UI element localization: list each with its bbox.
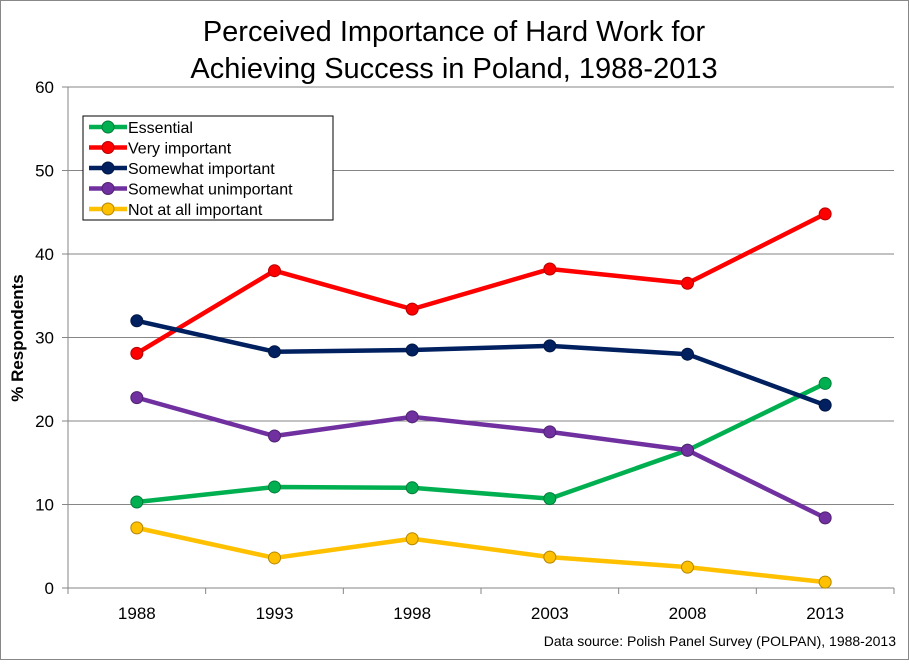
data-point <box>543 339 557 353</box>
data-point <box>268 480 281 494</box>
data-point <box>818 511 832 525</box>
data-point <box>818 575 832 589</box>
data-point <box>405 410 419 424</box>
y-tick-label: 40 <box>35 245 54 264</box>
data-point <box>543 262 557 276</box>
data-point <box>130 391 144 405</box>
chart-title-line1: Perceived Importance of Hard Work for <box>203 16 706 48</box>
data-point <box>130 346 144 360</box>
series-somewhat-important <box>130 314 832 412</box>
x-tick-label: 2013 <box>806 604 844 623</box>
data-point <box>818 376 832 390</box>
data-point <box>130 314 144 328</box>
series-line <box>136 395 827 520</box>
y-tick-label: 0 <box>45 579 54 598</box>
y-tick-label: 10 <box>35 496 54 515</box>
y-tick-label: 50 <box>35 162 54 181</box>
data-point <box>268 551 281 565</box>
data-point <box>818 207 832 221</box>
data-point <box>543 425 557 439</box>
series-not-at-all-important <box>130 521 832 589</box>
data-point <box>268 345 281 359</box>
data-point <box>405 302 419 316</box>
legend-marker <box>101 120 115 134</box>
x-tick-label: 1993 <box>256 604 294 623</box>
data-point <box>405 343 419 357</box>
data-point <box>681 560 694 574</box>
data-point <box>130 521 144 535</box>
data-point <box>543 550 557 564</box>
legend-label: Essential <box>128 120 193 137</box>
data-point <box>405 481 419 495</box>
data-point <box>268 429 281 443</box>
data-point <box>818 398 832 412</box>
data-point <box>130 495 144 509</box>
legend-label: Somewhat important <box>128 161 275 178</box>
series-essential <box>130 376 832 509</box>
data-source-note: Data source: Polish Panel Survey (POLPAN… <box>544 633 896 649</box>
y-axis-label: % Respondents <box>8 274 27 402</box>
data-point <box>681 276 694 290</box>
legend-label: Not at all important <box>128 202 263 219</box>
legend-marker <box>101 161 115 175</box>
x-tick-label: 2008 <box>669 604 707 623</box>
y-tick-label: 60 <box>35 78 54 97</box>
legend-label: Somewhat unimportant <box>128 182 293 199</box>
series-line <box>136 381 827 505</box>
series-line <box>136 318 826 408</box>
y-tick-label: 20 <box>35 412 54 431</box>
legend-label: Very important <box>128 141 232 158</box>
x-tick-label: 2003 <box>531 604 569 623</box>
chart-title-line2: Achieving Success in Poland, 1988-2013 <box>190 53 717 85</box>
data-point <box>681 443 694 457</box>
series-somewhat-unimportant <box>130 391 832 525</box>
data-point <box>543 492 557 506</box>
data-point <box>268 264 281 278</box>
data-point <box>681 347 694 361</box>
legend-marker <box>101 202 115 216</box>
data-point <box>405 532 419 546</box>
legend-marker <box>101 182 115 195</box>
legend-marker <box>101 141 115 154</box>
x-tick-label: 1998 <box>393 604 431 623</box>
series-line <box>136 525 826 585</box>
series-line <box>135 211 827 356</box>
y-tick-label: 30 <box>35 329 54 348</box>
legend: Essential Very important Somewhat importan… <box>82 115 334 221</box>
x-tick-label: 1988 <box>118 604 156 623</box>
series-very-important <box>130 207 832 360</box>
